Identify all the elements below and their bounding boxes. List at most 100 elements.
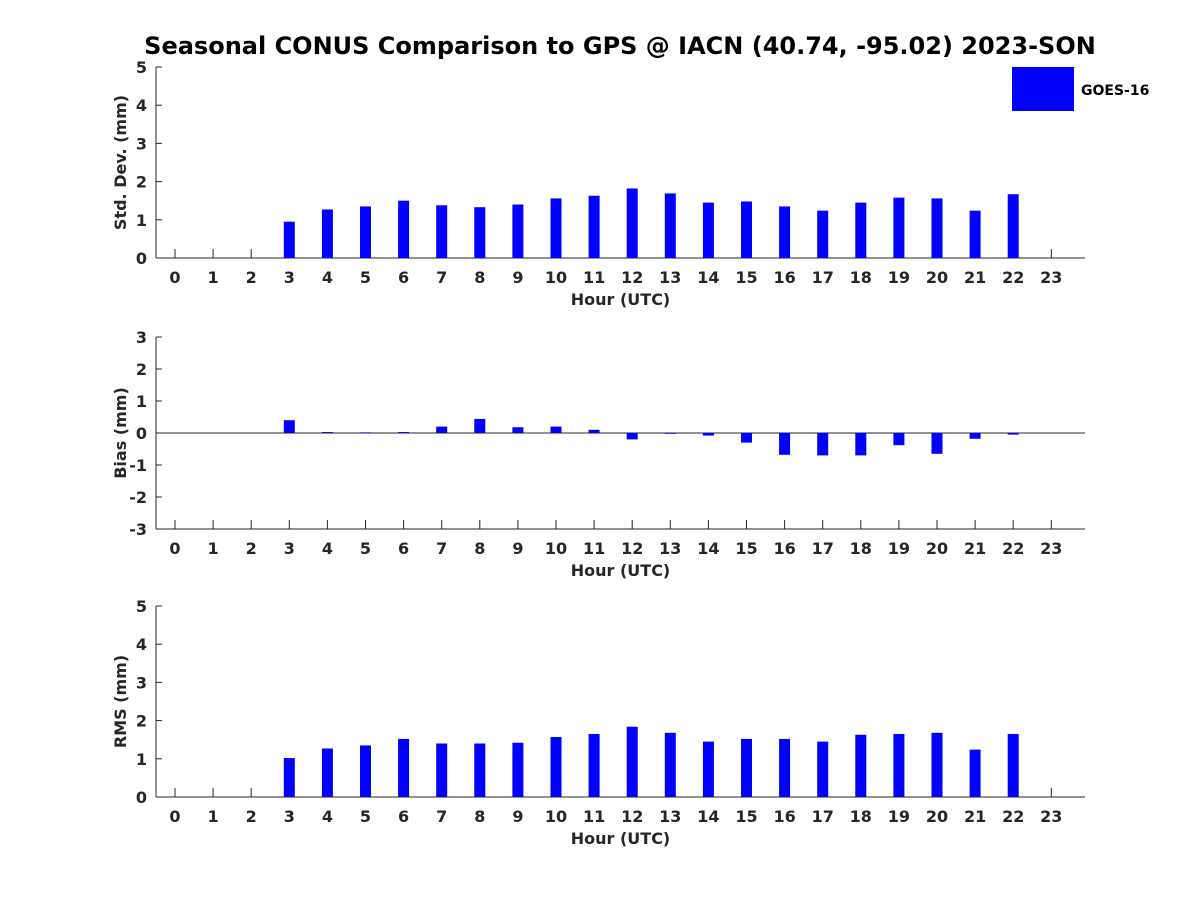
y-tick-label: 3 [136,134,147,153]
x-tick-label: 7 [436,539,447,558]
x-tick-label: 22 [1002,268,1024,287]
x-tick-label: 10 [545,539,567,558]
y-tick-label: 3 [136,328,147,347]
bar-hour-11 [588,733,600,797]
bar-hour-7 [436,205,448,258]
x-tick-label: 1 [208,807,219,826]
x-tick-label: 0 [169,807,180,826]
bar-hour-5 [360,432,371,434]
y-tick-label: 0 [136,424,147,443]
bar-hour-10 [550,737,562,797]
x-tick-label: 15 [735,268,757,287]
y-axis-label: RMS (mm) [111,655,130,748]
x-tick-label: 10 [545,268,567,287]
bar-hour-12 [626,726,638,797]
y-tick-label: 3 [136,673,147,692]
bar-hour-12 [626,433,638,440]
bar-hour-16 [779,206,791,258]
x-tick-label: 6 [398,539,409,558]
x-tick-label: 3 [284,807,295,826]
bar-hour-22 [1007,433,1019,435]
bar-hour-21 [969,210,981,258]
x-tick-label: 7 [436,807,447,826]
bar-hour-4 [321,432,333,433]
bar-hour-10 [550,198,562,258]
bar-hour-8 [474,743,486,797]
bar-hour-9 [512,204,524,258]
x-tick-label: 17 [812,807,834,826]
y-tick-label: 0 [136,788,147,807]
x-axis-label: Hour (UTC) [571,290,671,309]
bar-hour-16 [779,433,791,455]
x-tick-label: 0 [169,539,180,558]
x-tick-label: 16 [773,807,795,826]
bar-hour-12 [626,188,638,258]
bar-hour-3 [283,221,295,258]
y-axis-label: Std. Dev. (mm) [111,95,130,230]
x-tick-label: 2 [246,807,257,826]
y-tick-label: 2 [136,712,147,731]
x-tick-label: 1 [208,268,219,287]
y-axis-label: Bias (mm) [111,387,130,479]
x-tick-label: 14 [697,539,719,558]
x-tick-label: 20 [926,539,948,558]
bar-hour-7 [436,743,448,797]
x-tick-label: 22 [1002,539,1024,558]
bar-hour-11 [588,195,600,258]
bar-hour-14 [702,741,714,797]
x-tick-label: 2 [246,268,257,287]
y-tick-label: 1 [136,750,147,769]
x-tick-label: 14 [697,268,719,287]
bar-hour-9 [512,427,524,433]
bar-hour-18 [855,433,867,456]
y-tick-label: 4 [136,635,147,654]
x-tick-label: 7 [436,268,447,287]
figure-title: Seasonal CONUS Comparison to GPS @ IACN … [144,32,1096,60]
x-tick-label: 17 [812,268,834,287]
bar-hour-6 [398,432,410,433]
bar-hour-13 [664,433,676,434]
x-tick-label: 2 [246,539,257,558]
y-tick-label: -1 [129,456,147,475]
x-tick-label: 11 [583,268,605,287]
bar-hour-21 [969,433,981,439]
x-tick-label: 18 [850,807,872,826]
x-tick-label: 9 [512,539,523,558]
bar-hour-20 [931,433,943,454]
bar-hour-5 [360,206,371,258]
x-tick-label: 8 [474,539,485,558]
x-tick-label: 19 [888,268,910,287]
legend-swatch [1012,67,1074,111]
bar-hour-11 [588,429,600,433]
y-tick-label: 1 [136,392,147,411]
bar-hour-15 [741,433,752,443]
bar-hour-3 [283,758,295,797]
x-tick-label: 18 [850,268,872,287]
y-tick-label: -2 [129,488,147,507]
y-tick-label: 4 [136,96,147,115]
y-tick-label: 2 [136,173,147,192]
x-axis-label: Hour (UTC) [571,561,671,580]
x-tick-label: 4 [322,268,333,287]
bar-hour-7 [436,426,448,433]
x-tick-label: 23 [1040,539,1062,558]
bar-hour-17 [817,433,829,456]
bar-hour-20 [931,198,943,258]
x-tick-label: 15 [735,539,757,558]
x-tick-label: 8 [474,268,485,287]
x-tick-label: 3 [284,268,295,287]
x-axis-label: Hour (UTC) [571,829,671,848]
y-tick-label: -3 [129,520,147,539]
x-tick-label: 10 [545,807,567,826]
y-tick-label: 5 [136,597,147,616]
x-tick-label: 21 [964,807,986,826]
x-tick-label: 20 [926,268,948,287]
x-tick-label: 12 [621,539,643,558]
bar-hour-14 [702,202,714,258]
x-tick-label: 9 [512,268,523,287]
y-tick-label: 0 [136,249,147,268]
bar-hour-4 [321,748,333,797]
